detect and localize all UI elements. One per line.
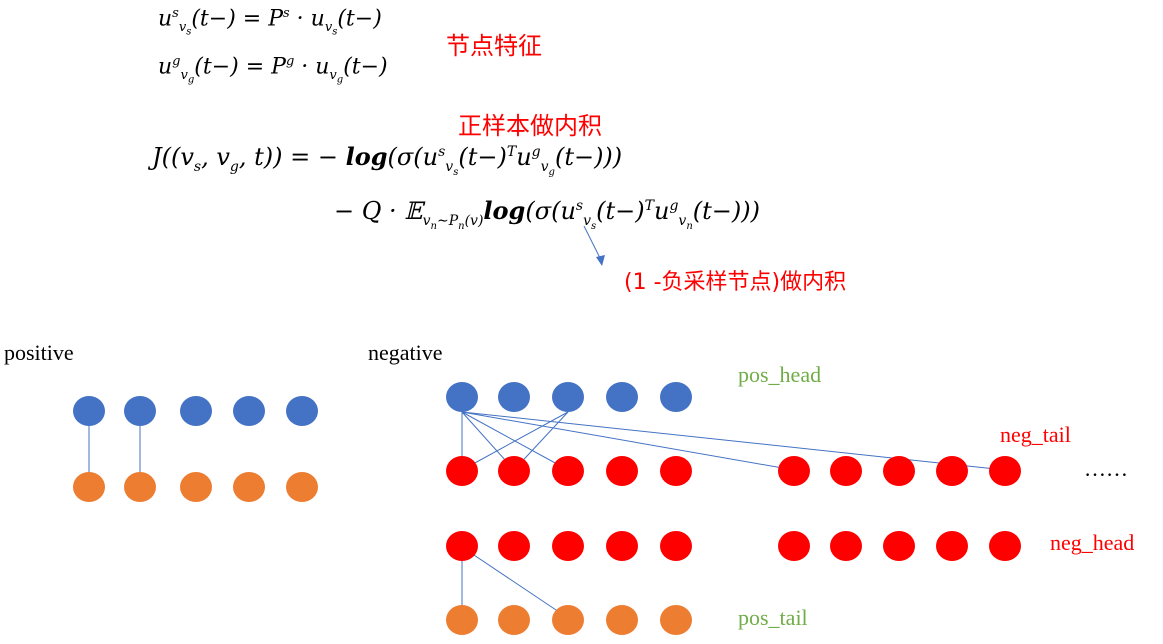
node [660, 456, 692, 486]
edge [461, 411, 1006, 471]
node [233, 396, 265, 426]
negative-label: negative [368, 340, 443, 365]
node [446, 456, 478, 486]
node [552, 382, 584, 412]
node [180, 396, 212, 426]
pos-tail-label: pos_tail [738, 605, 808, 630]
node [73, 396, 105, 426]
node [498, 382, 530, 412]
positive-tail-nodes [73, 472, 318, 502]
node [606, 382, 638, 412]
node [936, 531, 968, 561]
node [936, 456, 968, 486]
node [124, 396, 156, 426]
edge [461, 411, 569, 471]
node [233, 472, 265, 502]
node [660, 382, 692, 412]
pos-head-nodes [446, 382, 692, 412]
node [660, 605, 692, 635]
node [286, 396, 318, 426]
equation-node-feature-s: usvs(t−) = Ps · uvs(t−) [158, 6, 382, 38]
edge [461, 546, 569, 619]
neg-tail-nodes [446, 456, 1021, 486]
node [830, 456, 862, 486]
annotation-arrowhead [596, 255, 605, 266]
pos-tail-nodes [446, 605, 692, 635]
node [498, 605, 530, 635]
node [606, 531, 638, 561]
pos-head-label: pos_head [738, 362, 822, 387]
annotation-arrow [583, 225, 603, 263]
neg-head-label: neg_head [1050, 530, 1135, 555]
equation-loss-positive-term: J((vs, vg, t)) = − log(σ(usvs(t−)Tugvg(t… [152, 142, 623, 178]
equation-loss-negative-term: − Q · 𝔼vn∼Pn(v)log(σ(usvs(t−)Tugvn(t−))) [334, 196, 761, 232]
node [830, 531, 862, 561]
node [660, 531, 692, 561]
node [446, 605, 478, 635]
node [446, 531, 478, 561]
edge [461, 411, 795, 471]
node [989, 456, 1021, 486]
node [552, 531, 584, 561]
node [286, 472, 318, 502]
negative-inner-product-annotation: (1 -负采样节点)做内积 [624, 270, 847, 295]
node [552, 605, 584, 635]
positive-inner-product-annotation: 正样本做内积 [458, 112, 602, 140]
node [498, 531, 530, 561]
equation-node-feature-g: ugvg(t−) = Pg · uvg(t−) [158, 54, 388, 86]
node [446, 382, 478, 412]
node [883, 531, 915, 561]
neg-tail-label: neg_tail [1000, 422, 1071, 447]
positive-head-nodes [73, 396, 318, 426]
node [778, 531, 810, 561]
node [606, 456, 638, 486]
node-feature-annotation: 节点特征 [446, 32, 542, 60]
positive-label: positive [4, 340, 74, 365]
node [989, 531, 1021, 561]
node [180, 472, 212, 502]
node [498, 456, 530, 486]
neg-head-nodes [446, 531, 1021, 561]
node [124, 472, 156, 502]
ellipsis-label: …… [1084, 456, 1128, 481]
node [778, 456, 810, 486]
negative-tail-edges [461, 411, 1006, 471]
node [552, 456, 584, 486]
node [73, 472, 105, 502]
node [883, 456, 915, 486]
node [606, 605, 638, 635]
